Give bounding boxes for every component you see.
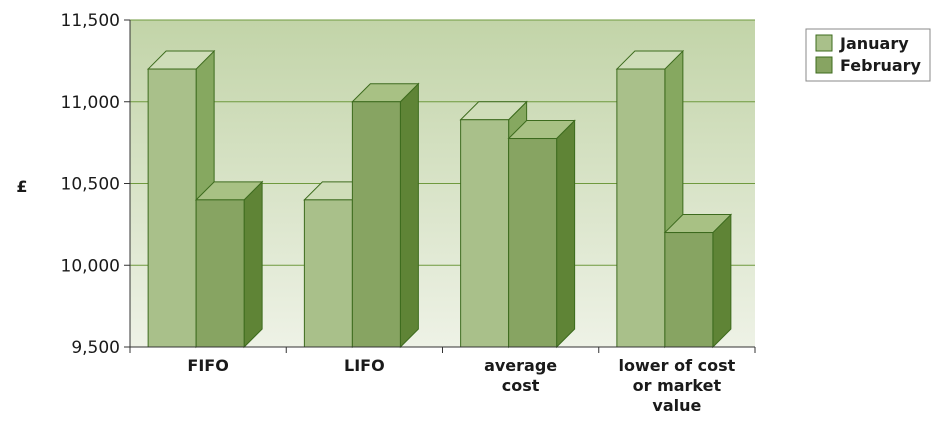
bar-front: [303, 199, 353, 348]
bar-side: [399, 82, 419, 349]
legend-label: February: [840, 56, 922, 75]
y-axis-label: £: [16, 177, 27, 196]
bars: [146, 49, 733, 349]
bar-february: [663, 213, 733, 349]
x-category-label-line: lower of cost: [619, 356, 736, 375]
y-tick-label: 11,000: [61, 93, 120, 113]
x-category-label: LIFO: [344, 356, 385, 375]
bar-february: [351, 82, 420, 349]
bar-front: [195, 199, 245, 348]
x-category-label-line: cost: [502, 376, 540, 395]
legend: January February: [805, 28, 931, 82]
bar-february: [194, 180, 264, 349]
x-category-label: FIFO: [187, 356, 228, 375]
x-category-label-line: average: [484, 356, 557, 375]
y-tick-label: 11,500: [61, 11, 120, 31]
y-tick-label: 9,500: [71, 338, 120, 358]
bar-front: [508, 138, 558, 348]
bar-front: [147, 68, 197, 348]
bar-front: [351, 101, 401, 348]
bar-side: [712, 213, 732, 349]
legend-label: January: [839, 34, 909, 53]
axes: 9,500 10,000 10,500 11,000 11,500 FIFO LIFO ave…: [61, 11, 756, 415]
bar-february: [507, 119, 576, 349]
bar-side: [556, 119, 576, 349]
bar-side: [243, 180, 263, 349]
bar-front: [460, 119, 510, 348]
legend-swatch: [815, 56, 833, 74]
x-category-label: lower of cost or market value: [619, 356, 736, 415]
x-category-label-line: FIFO: [187, 356, 228, 375]
legend-swatch: [815, 34, 833, 52]
x-category-label-line: or market: [633, 376, 722, 395]
y-tick-label: 10,000: [61, 256, 120, 276]
x-category-label: average cost: [484, 356, 557, 395]
bar-front: [616, 68, 666, 348]
bar-front: [664, 232, 714, 348]
x-category-label-line: value: [652, 396, 701, 415]
y-tick-label: 10,500: [61, 175, 120, 195]
x-category-label-line: LIFO: [344, 356, 385, 375]
